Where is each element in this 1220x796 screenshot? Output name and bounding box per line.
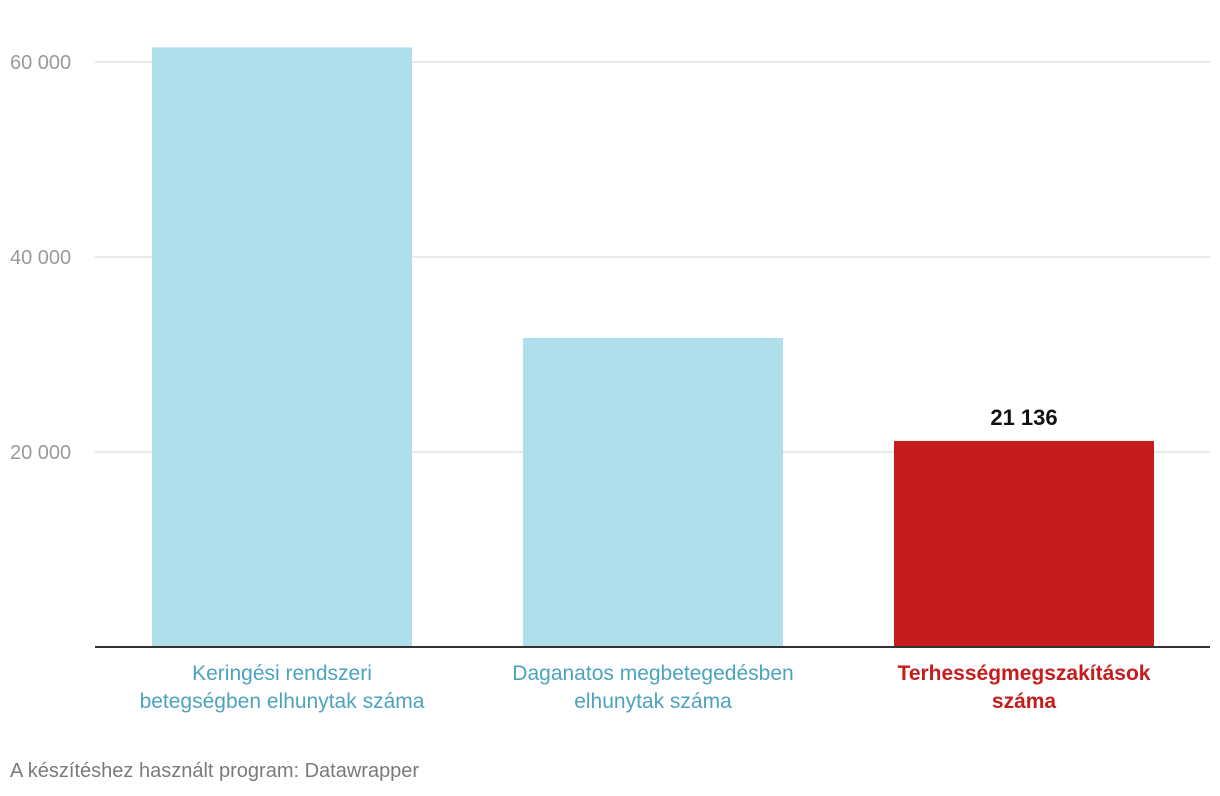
category-label: Keringési rendszeri [192, 662, 372, 685]
bar [152, 47, 412, 647]
y-tick-label: 20 000 [10, 442, 71, 464]
category-label: betegségben elhunytak száma [140, 690, 425, 713]
category-label: Terhességmegszakítások [898, 662, 1151, 685]
bar-value-label: 21 136 [990, 405, 1057, 430]
category-label: száma [992, 690, 1057, 713]
y-tick-label: 40 000 [10, 247, 71, 269]
y-tick-label: 60 000 [10, 52, 71, 74]
bar [523, 337, 783, 647]
bar-chart: 20 000 40 000 60 000 21 136 Keringési rendsz… [10, 47, 1210, 713]
credit-text: A készítéshez használt program: Datawrap… [10, 760, 420, 782]
category-label: Daganatos megbetegedésben [512, 662, 793, 685]
bar [894, 440, 1154, 647]
category-label: elhunytak száma [574, 690, 732, 713]
